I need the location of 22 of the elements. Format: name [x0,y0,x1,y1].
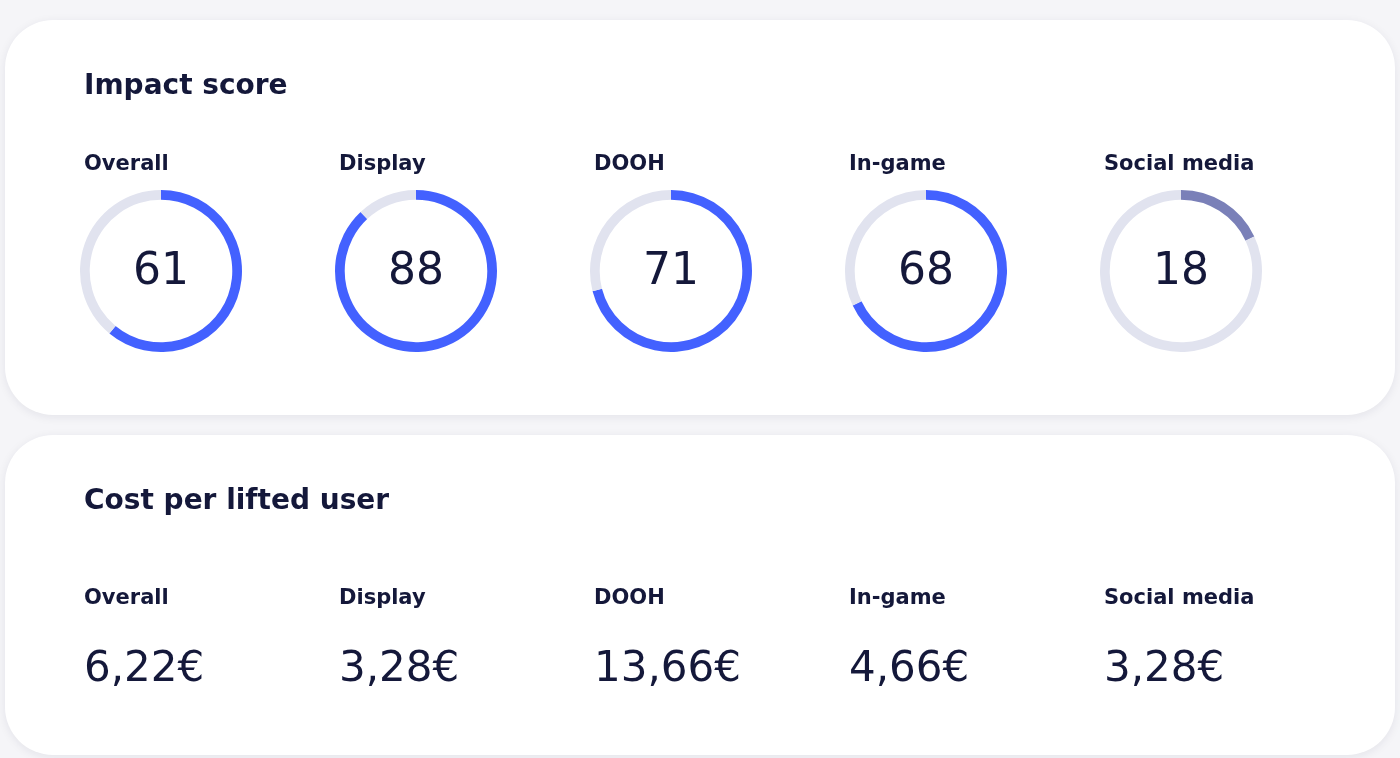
chart-title: Overall [83,150,170,177]
category-label: Overall [84,584,170,611]
text: Impact score [84,67,288,103]
chart-title: Display [338,150,427,177]
data-label: 3,28€ [1104,641,1226,693]
category-label: In-game [849,584,947,611]
data-label: 68 [898,243,954,295]
text: Cost per lifted user [84,482,390,518]
data-label: 71 [643,243,699,295]
data-label: 4,66€ [849,641,971,693]
category-label: Display [339,584,427,611]
category-label: DOOH [594,584,666,611]
category-label: Social media [1104,584,1256,611]
chart-title: In-game [848,150,947,177]
data-label: 61 [133,243,189,295]
data-label: 88 [388,243,444,295]
data-label: 18 [1153,243,1209,295]
chart-title: DOOH [593,150,666,177]
data-label: 6,22€ [84,641,206,693]
data-label: 13,66€ [594,641,742,693]
data-label: 3,28€ [339,641,461,693]
chart-title: Social media [1103,150,1256,177]
